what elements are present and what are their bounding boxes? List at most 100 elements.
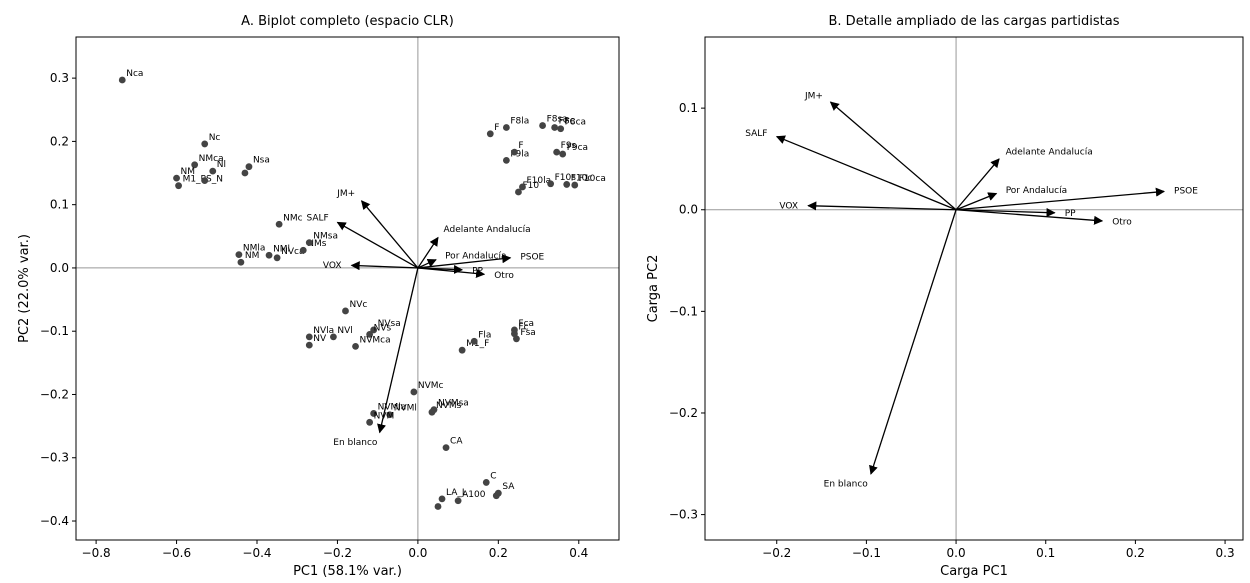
data-point	[245, 163, 253, 171]
loading-arrow	[869, 209, 957, 475]
y-tick-label: 0.3	[50, 71, 69, 85]
data-point	[370, 410, 378, 417]
point-label: NVc	[349, 300, 367, 310]
point-label: NMs	[307, 239, 326, 249]
loading-arrow	[807, 201, 957, 211]
point-label: F10s	[555, 173, 577, 183]
data-point	[553, 148, 561, 156]
point-label: A100	[462, 490, 486, 500]
x-tick-label: 0.2	[1126, 546, 1145, 560]
data-point	[342, 307, 349, 315]
data-point	[118, 76, 126, 84]
point-label: CA	[450, 437, 463, 447]
point-label: SA	[502, 482, 515, 492]
data-point	[241, 169, 249, 177]
data-point	[352, 342, 359, 350]
data-point	[428, 408, 436, 416]
loading-arrow	[360, 200, 419, 269]
data-point	[299, 246, 307, 254]
point-label: F10c	[571, 173, 593, 183]
y-tick-label: 0.0	[679, 203, 698, 217]
data-point	[191, 161, 199, 169]
point-label: F10ca	[579, 174, 606, 184]
y-tick-label: 0.1	[50, 198, 69, 212]
point-label: F8sa	[547, 115, 568, 125]
x-tick-label: −0.6	[162, 546, 191, 560]
data-point	[511, 148, 518, 156]
point-label: NM	[181, 167, 196, 177]
point-label: NVMla	[378, 402, 407, 412]
point-label: NMsa	[313, 232, 338, 242]
point-label: Fsa	[520, 328, 535, 338]
data-point	[557, 125, 565, 133]
loading-arrow	[956, 209, 1104, 225]
data-point	[386, 411, 394, 419]
point-label: NVMl	[394, 404, 417, 414]
data-point	[366, 418, 374, 426]
y-tick-label: −0.4	[40, 514, 69, 528]
loading-arrow	[955, 158, 1000, 211]
point-label: Nc	[209, 133, 221, 143]
x-tick-label: 0.4	[569, 546, 588, 560]
data-point	[551, 124, 559, 131]
y-axis-label: PC2 (22.0% var.)	[17, 234, 32, 343]
point-label: NVMc	[418, 381, 444, 391]
data-point	[502, 124, 510, 131]
point-label: F9la	[510, 149, 529, 159]
data-point	[305, 239, 313, 247]
vector-label: Por Andalucía	[1006, 186, 1067, 196]
y-tick-label: −0.2	[40, 387, 69, 401]
data-point	[273, 254, 281, 262]
data-point	[482, 479, 490, 486]
loading-arrow	[417, 254, 512, 269]
point-label: F9ca	[567, 143, 588, 153]
point-label: NMla	[243, 244, 266, 254]
data-point	[434, 503, 442, 510]
point-label: NVsa	[378, 319, 401, 329]
point-label: F8c	[559, 116, 575, 126]
y-tick-label: −0.1	[40, 324, 69, 338]
vector-label: Adelante Andalucía	[1006, 147, 1093, 157]
point-label: C	[490, 471, 496, 481]
loading-arrow	[377, 267, 419, 434]
vector-label: JM+	[804, 92, 823, 102]
data-point	[492, 492, 500, 500]
data-point	[173, 174, 180, 182]
data-point	[519, 183, 526, 191]
loading-arrow	[956, 187, 1165, 211]
loading-arrow	[956, 207, 1056, 218]
loading-arrow	[417, 236, 439, 269]
x-tick-label: −0.1	[852, 546, 881, 560]
data-point	[175, 182, 182, 190]
loading-arrow	[350, 261, 418, 271]
data-point	[410, 388, 418, 396]
point-label: F10	[522, 181, 539, 191]
data-point	[235, 251, 243, 259]
data-point	[305, 333, 313, 341]
loading-arrow	[417, 267, 486, 279]
loading-arrow	[955, 192, 998, 211]
y-tick-label: 0.0	[50, 261, 69, 275]
point-label: Nca	[126, 69, 143, 79]
point-label: F8la	[510, 116, 529, 126]
data-point	[366, 330, 374, 338]
vector-label: Por Andalucía	[445, 252, 506, 262]
point-label: F	[494, 123, 499, 133]
chart-title: B. Detalle ampliado de las cargas partid…	[829, 14, 1120, 29]
point-label: F10la	[526, 176, 551, 186]
data-point	[539, 122, 546, 129]
y-tick-label: −0.3	[40, 451, 69, 465]
x-tick-label: 0.3	[1216, 546, 1235, 560]
point-label: NMl	[273, 244, 290, 254]
point-label: NVMsa	[438, 399, 469, 409]
point-label: NVs	[374, 323, 392, 333]
data-point	[547, 180, 555, 188]
axes-frame	[75, 36, 620, 541]
point-label: NVca	[281, 247, 304, 257]
point-label: NMc	[283, 213, 302, 223]
vector-label: Otro	[1112, 218, 1132, 228]
point-label: NVla	[313, 326, 334, 336]
point-label: F	[518, 141, 523, 151]
vector-label: PP	[1065, 209, 1076, 219]
data-point	[265, 251, 273, 259]
